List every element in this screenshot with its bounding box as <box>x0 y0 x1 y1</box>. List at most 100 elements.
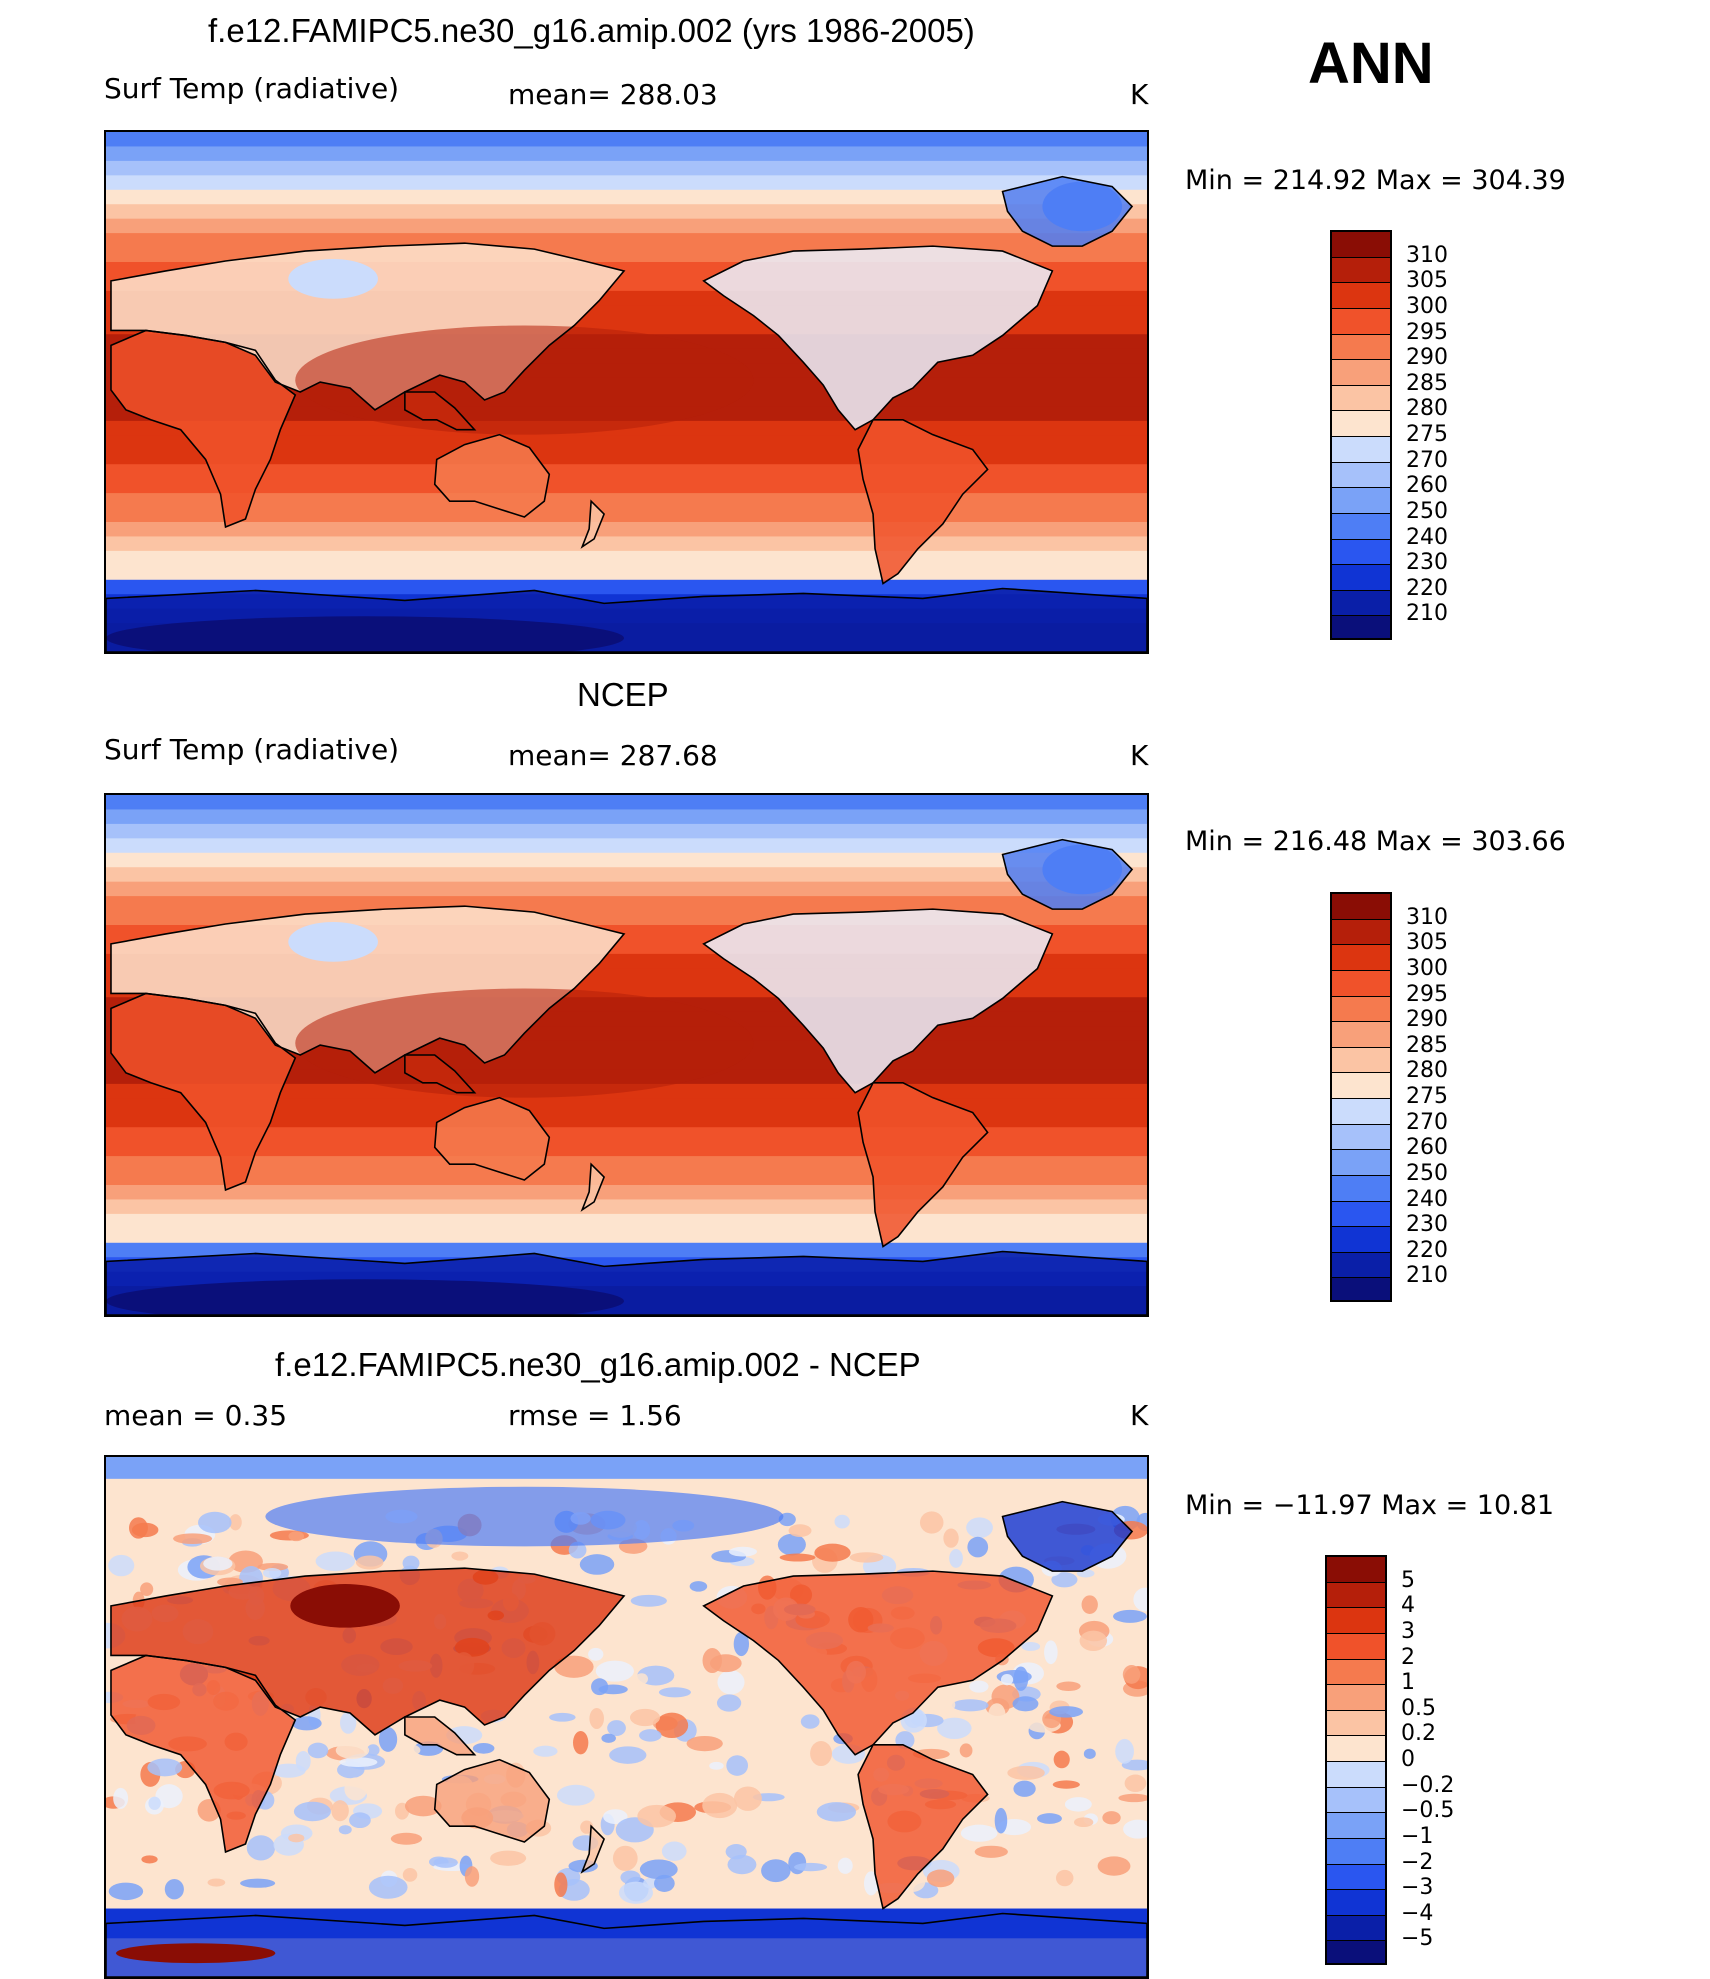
colorbar-swatch <box>1332 616 1390 638</box>
colorbar-swatch <box>1327 1762 1385 1788</box>
diff-speckle <box>991 1684 1020 1710</box>
colorbar-label: 280 <box>1406 396 1448 422</box>
temp-band <box>106 478 1147 494</box>
diff-speckle <box>554 1872 568 1898</box>
tibet-hot <box>290 1584 400 1628</box>
diff-speckle <box>618 1881 653 1904</box>
colorbar-label: −0.5 <box>1401 1798 1455 1824</box>
diff-speckle <box>777 1533 806 1556</box>
colorbar-swatches <box>1330 892 1392 1302</box>
diff-speckle <box>394 1743 421 1757</box>
temp-band <box>106 795 1147 811</box>
temp-band <box>106 823 1147 839</box>
land-namerica <box>703 246 1053 430</box>
colorbar-swatch <box>1332 539 1390 566</box>
coast-samerica <box>857 1743 989 1910</box>
diff-speckle <box>1115 1738 1134 1764</box>
tibet-cold <box>288 259 378 299</box>
colorbar-label: 270 <box>1406 447 1448 473</box>
temp-band <box>106 867 1147 883</box>
colorbar-label: 0 <box>1401 1747 1415 1772</box>
colorbar-label: 240 <box>1406 524 1448 550</box>
diff-speckle <box>368 1875 408 1899</box>
diff-speckle <box>716 1694 742 1712</box>
colorbar-label: −1 <box>1401 1823 1434 1849</box>
land-africa <box>110 1655 296 1852</box>
diff-speckle <box>1122 1665 1141 1684</box>
colorbar-label: 295 <box>1406 319 1448 345</box>
panel3-colorbar: 5 4 3 2 1 0.5 0.2 0 −0.2 −0.5 −1 −2 −3 −4 −5 <box>1325 1555 1585 1975</box>
diff-speckle <box>207 1878 226 1887</box>
colorbar-label: 305 <box>1406 268 1448 294</box>
coast-eurasia <box>110 905 626 1074</box>
coast-australia <box>433 1096 551 1181</box>
diff-speckle <box>1021 1641 1041 1651</box>
diff-speckle <box>726 1755 749 1776</box>
diff-speckle <box>108 1554 135 1577</box>
coast-samerica <box>857 418 989 585</box>
colorbar-label: 280 <box>1406 1058 1448 1084</box>
colorbar-swatch <box>1332 1150 1390 1176</box>
colorbar-swatch <box>1332 488 1390 514</box>
coast-eurasia <box>110 242 626 411</box>
diff-speckle <box>1133 1587 1147 1612</box>
temp-band <box>106 1199 1147 1215</box>
diff-speckle <box>164 1878 184 1900</box>
diff-speckle <box>340 1711 357 1734</box>
colorbar-swatch <box>1332 1227 1390 1253</box>
colorbar-swatch <box>1327 1633 1385 1660</box>
colorbar-swatch <box>1332 232 1390 258</box>
colorbar-swatch <box>1327 1941 1385 1963</box>
diff-speckle <box>849 1552 884 1563</box>
coast-eurasia <box>110 1567 626 1736</box>
diff-speckle <box>675 1763 701 1784</box>
diff-speckle <box>601 1733 616 1743</box>
coast-antarctica <box>106 1250 1147 1315</box>
diff-speckle <box>609 1746 647 1764</box>
diff-speckle <box>366 1744 380 1756</box>
warm-pool <box>295 325 754 435</box>
coast-nz <box>580 499 606 549</box>
colorbar-swatch <box>1332 590 1390 617</box>
colorbar-swatch <box>1332 970 1390 997</box>
temp-band <box>106 522 1147 538</box>
colorbar-swatch <box>1327 1915 1385 1942</box>
colorbar-swatch <box>1332 411 1390 437</box>
diff-speckle <box>1055 1869 1074 1887</box>
coast-australia <box>433 433 551 518</box>
arctic-cold <box>265 1486 784 1547</box>
coast-nz <box>580 1162 606 1212</box>
colorbar-label: 275 <box>1406 1084 1448 1109</box>
coast-greenland <box>1001 175 1134 247</box>
colorbar-label: −3 <box>1401 1875 1434 1901</box>
diff-speckle <box>1079 1630 1108 1652</box>
colorbar-swatch <box>1332 894 1390 920</box>
diff-speckle <box>591 1678 609 1696</box>
diff-speckle <box>919 1511 944 1534</box>
panel3-map-svg <box>106 1457 1147 1977</box>
panel3-mean: mean = 0.35 <box>104 1399 288 1432</box>
antarctic-warm <box>115 1943 276 1964</box>
land-samerica <box>858 1082 988 1247</box>
temp-band <box>106 493 1147 509</box>
diff-speckle <box>1009 1724 1023 1740</box>
diff-speckle <box>315 1551 356 1572</box>
colorbar-swatch <box>1332 1201 1390 1228</box>
temp-band <box>106 1213 1147 1229</box>
colorbar-swatch <box>1327 1890 1385 1916</box>
colorbar-label: 0.2 <box>1401 1721 1436 1747</box>
colorbar-label: 310 <box>1406 904 1448 930</box>
panel2-variable: Surf Temp (radiative) <box>104 733 400 766</box>
colorbar-swatch <box>1327 1582 1385 1609</box>
land-australia <box>434 1097 550 1181</box>
temp-band <box>106 175 1147 191</box>
colorbar-label: 230 <box>1406 550 1448 576</box>
diff-speckle <box>630 1594 667 1607</box>
panel1-map <box>104 130 1149 654</box>
coast-seasia <box>404 391 477 431</box>
colorbar-label: 295 <box>1406 981 1448 1007</box>
colorbar-label: −2 <box>1401 1849 1434 1875</box>
diff-speckle <box>974 1845 1008 1858</box>
diff-speckle <box>966 1517 993 1538</box>
diff-speckle <box>331 1800 349 1822</box>
